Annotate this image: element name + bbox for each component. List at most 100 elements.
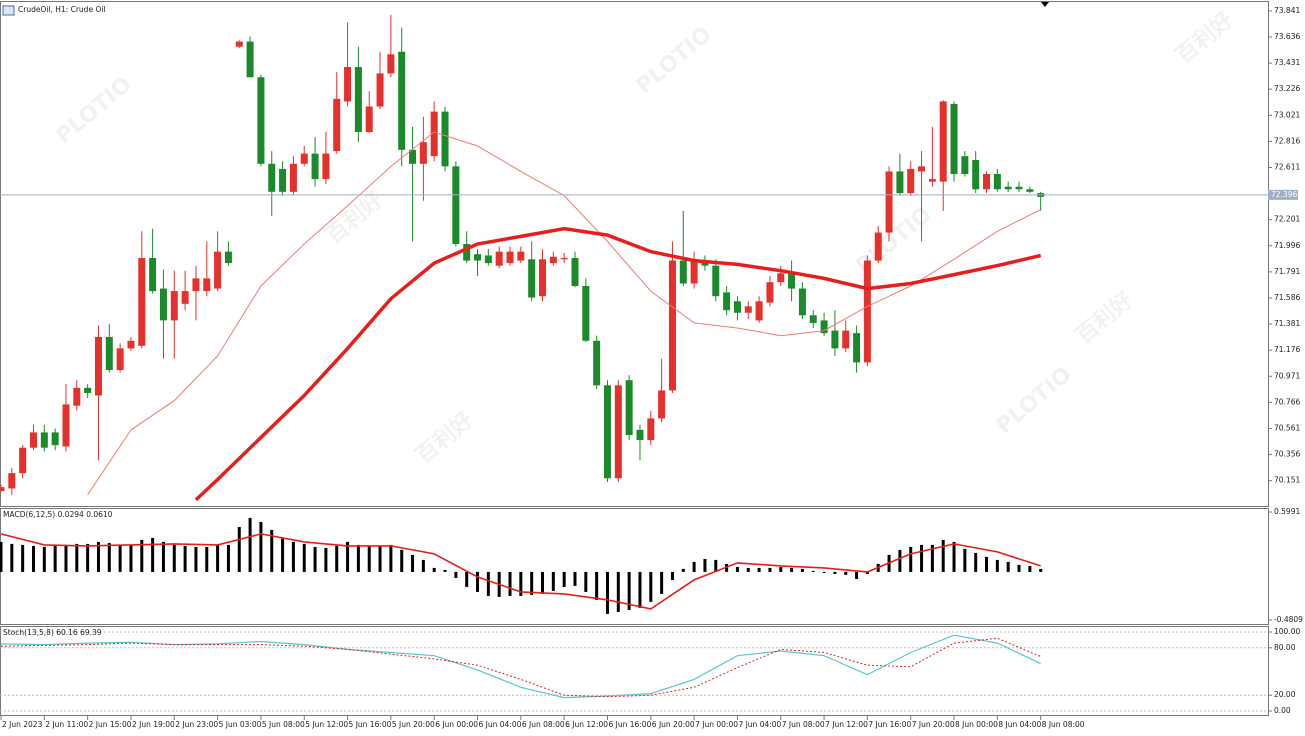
- macd-bar: [660, 571, 664, 594]
- macd-bar: [844, 571, 848, 575]
- candle-body: [474, 254, 482, 261]
- macd-bar: [281, 537, 285, 572]
- candle-body: [149, 258, 157, 292]
- candle-body: [528, 259, 536, 298]
- macd-bar: [129, 544, 133, 572]
- candle-body: [333, 98, 341, 152]
- y-tick-label: 70.356: [1274, 450, 1300, 459]
- macd-bar: [313, 546, 317, 572]
- x-tick-label: 2 Jun 23:00: [175, 720, 218, 729]
- y-tick-label: 70.151: [1274, 476, 1300, 485]
- candle-body: [690, 260, 698, 284]
- x-tick-label: 2 Jun 15:00: [89, 720, 132, 729]
- candle-body: [300, 153, 308, 164]
- y-tick-label: 70.766: [1274, 397, 1300, 406]
- macd-bar: [10, 543, 14, 572]
- y-tick-label: 0.5991: [1274, 507, 1300, 516]
- candle-body: [582, 286, 590, 341]
- candle-body: [539, 259, 546, 297]
- panel-title: CrudeOil, H1: Crude Oil: [18, 5, 106, 14]
- macd-bar: [400, 549, 404, 572]
- x-tick-label: 5 Jun 08:00: [262, 720, 305, 729]
- macd-bar: [735, 566, 739, 572]
- candle-body: [354, 67, 362, 132]
- candle-body: [116, 348, 124, 371]
- candle-body: [40, 432, 48, 448]
- x-tick-label: 6 Jun 16:00: [608, 720, 651, 729]
- candle-body: [246, 41, 254, 78]
- candle-body: [928, 179, 936, 182]
- candle-body: [311, 153, 319, 180]
- y-tick-label: 20.00: [1274, 690, 1296, 699]
- candle-body: [506, 251, 514, 264]
- candle-body: [268, 163, 276, 192]
- macd-bar: [627, 571, 631, 610]
- x-tick-label: 2 Jun 11:00: [45, 720, 88, 729]
- candle-body: [983, 173, 991, 190]
- macd-bar: [172, 544, 176, 572]
- macd-bar: [692, 561, 696, 572]
- macd-bar: [649, 571, 653, 602]
- macd-bar: [519, 571, 523, 596]
- candle-body: [495, 251, 503, 266]
- candle-body: [517, 251, 525, 261]
- macd-bar: [562, 571, 566, 587]
- moving-average: [87, 131, 1041, 496]
- x-tick-label: 2 Jun 2023: [2, 720, 43, 729]
- x-tick-label: 7 Jun 16:00: [868, 720, 911, 729]
- macd-bar: [421, 559, 425, 572]
- candle-body: [907, 168, 915, 194]
- macd-bar: [216, 544, 220, 572]
- macd-bar: [714, 559, 718, 572]
- macd-bar: [898, 549, 902, 572]
- x-tick-label: 6 Jun 12:00: [565, 720, 608, 729]
- macd-bar: [31, 545, 35, 572]
- macd-bar: [779, 566, 783, 572]
- candle-body: [896, 171, 904, 194]
- candle-body: [744, 306, 752, 313]
- candle-body: [950, 103, 958, 174]
- macd-bar: [670, 571, 674, 580]
- candle-body: [549, 256, 557, 264]
- candle-body: [484, 255, 492, 264]
- candle-body: [376, 73, 384, 107]
- candle-body: [430, 111, 438, 157]
- shift-marker: [1041, 2, 1049, 7]
- x-tick-label: 7 Jun 20:00: [912, 720, 955, 729]
- candle-body: [679, 260, 687, 284]
- candle-body: [972, 159, 980, 190]
- candle-body: [625, 380, 633, 435]
- macd-bar: [476, 571, 480, 592]
- main-panel-frame: [0, 1, 1269, 507]
- macd-bar: [952, 541, 956, 572]
- y-tick-label: 72.816: [1274, 136, 1300, 145]
- macd-bar: [486, 571, 490, 596]
- stoch-signal: [0, 637, 1041, 698]
- candle-body: [84, 387, 92, 393]
- candle-body: [668, 260, 676, 391]
- candle-body: [777, 273, 785, 283]
- candle-body: [755, 301, 763, 321]
- macd-bar: [1017, 564, 1021, 572]
- macd-bar: [974, 552, 978, 572]
- y-tick-label: 71.586: [1274, 293, 1300, 302]
- candle-body: [614, 385, 622, 479]
- macd-bar: [411, 554, 415, 572]
- candle-body: [398, 51, 406, 150]
- macd-bar: [53, 545, 57, 572]
- candle-body: [105, 336, 113, 371]
- y-tick-label: 72.611: [1274, 162, 1300, 171]
- y-tick-label: 100.00: [1274, 627, 1300, 636]
- candle-body: [733, 301, 741, 313]
- macd-bar: [508, 571, 512, 596]
- candle-body: [322, 153, 330, 180]
- macd-bar: [64, 544, 68, 572]
- y-tick-label: 70.971: [1274, 371, 1300, 380]
- candle-body: [820, 320, 828, 334]
- y-tick-label: 72.201: [1274, 215, 1300, 224]
- x-tick-label: 8 Jun 08:00: [1042, 720, 1085, 729]
- candle-body: [0, 487, 5, 491]
- macd-bar: [270, 529, 274, 572]
- candle-body: [603, 385, 611, 479]
